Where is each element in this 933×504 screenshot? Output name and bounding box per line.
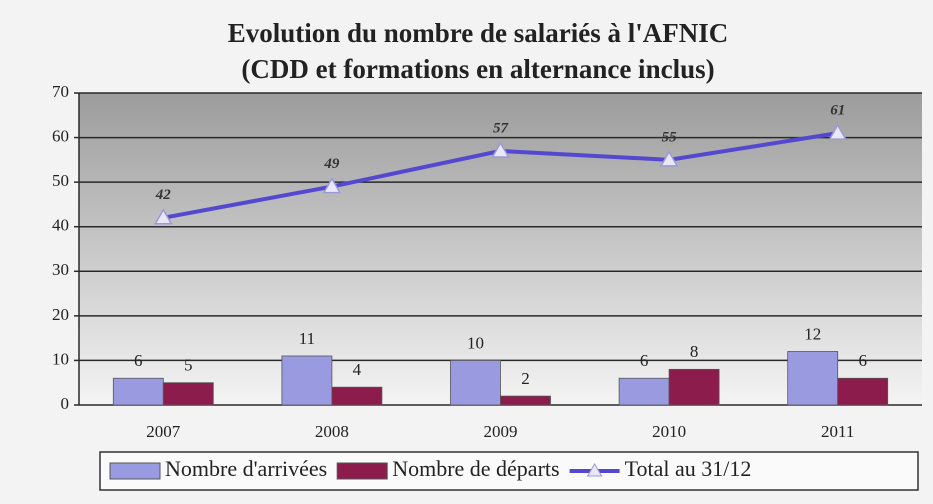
- legend: [99, 451, 919, 491]
- bar: [331, 386, 383, 406]
- data-label: 57: [493, 120, 509, 136]
- legend-swatch: [109, 462, 161, 480]
- data-label: 2: [521, 369, 530, 388]
- marker: [491, 141, 510, 158]
- data-label: 11: [299, 329, 315, 348]
- data-label: 5: [184, 356, 193, 375]
- data-label: 4: [353, 360, 362, 379]
- y-tick-label: 50: [52, 171, 69, 190]
- marker: [154, 208, 173, 225]
- data-label: 49: [323, 156, 340, 172]
- chart-title: Evolution du nombre de salariés à l'AFNI…: [228, 18, 729, 48]
- bar: [112, 377, 164, 406]
- chart-subtitle: (CDD et formations en alternance inclus): [241, 54, 714, 84]
- data-label: 8: [690, 342, 699, 361]
- bar: [500, 395, 551, 406]
- bar: [668, 368, 720, 406]
- marker: [322, 177, 342, 194]
- x-tick-label: 2007: [146, 422, 181, 441]
- y-tick-label: 60: [52, 126, 69, 145]
- data-label: 6: [858, 351, 867, 370]
- bar: [787, 351, 839, 406]
- data-label: 10: [467, 333, 484, 352]
- y-tick-label: 10: [52, 349, 69, 368]
- x-tick-label: 2009: [484, 422, 518, 441]
- legend-label: Nombre de départs: [392, 456, 559, 481]
- bar: [618, 377, 670, 406]
- marker: [659, 150, 679, 167]
- data-label: 61: [830, 103, 845, 119]
- data-label: 12: [804, 324, 821, 343]
- bar: [162, 382, 214, 406]
- x-tick-label: 2010: [652, 422, 686, 441]
- y-tick-label: 70: [52, 82, 69, 101]
- y-tick-label: 0: [61, 394, 70, 413]
- bar: [837, 377, 889, 406]
- x-tick-label: 2008: [315, 422, 349, 441]
- marker: [828, 123, 847, 140]
- y-tick-label: 30: [52, 260, 69, 279]
- legend-swatch: [336, 462, 388, 480]
- y-tick-label: 40: [52, 216, 69, 235]
- data-label: 6: [134, 351, 143, 370]
- data-label: 42: [155, 187, 172, 203]
- x-tick-label: 2011: [821, 422, 854, 441]
- data-label: 6: [640, 351, 649, 370]
- data-label: 55: [662, 129, 678, 145]
- bar: [281, 355, 333, 406]
- legend-label: Nombre d'arrivées: [165, 456, 327, 481]
- legend-swatch: [586, 463, 603, 477]
- bar: [450, 360, 501, 406]
- y-tick-label: 20: [52, 305, 69, 324]
- legend-label: Total au 31/12: [625, 456, 752, 481]
